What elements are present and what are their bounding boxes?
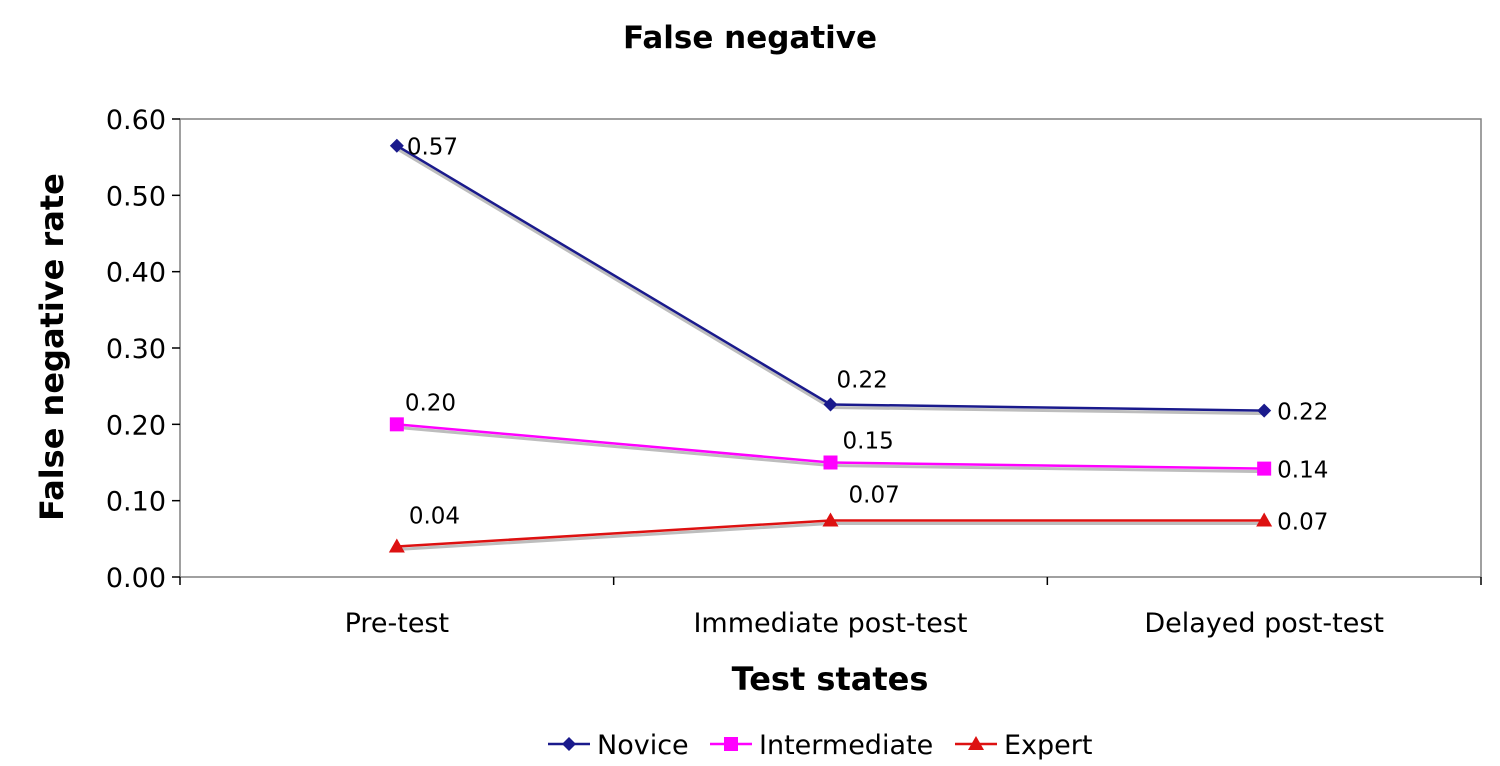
x-tick-label: Delayed post-test xyxy=(1144,608,1384,639)
series-line-shadow xyxy=(396,147,1265,416)
data-label: 0.04 xyxy=(409,503,460,529)
legend-label: Novice xyxy=(597,730,689,761)
data-label: 0.14 xyxy=(1277,458,1328,484)
legend-item-novice: Novice xyxy=(548,730,689,761)
y-tick-label: 0.20 xyxy=(106,410,166,441)
series-novice: 0.57 0.22 0.22 xyxy=(389,135,1328,426)
legend-label: Expert xyxy=(1004,730,1092,761)
y-tick-label: 0.40 xyxy=(106,258,166,289)
data-label: 0.57 xyxy=(407,135,458,161)
y-tick-label: 0.00 xyxy=(106,563,166,594)
y-tick-label: 0.10 xyxy=(106,487,166,518)
series-line xyxy=(396,144,1265,412)
data-point xyxy=(823,397,838,412)
data-label: 0.15 xyxy=(843,429,894,455)
data-point xyxy=(388,538,405,553)
legend-marker xyxy=(724,737,738,751)
data-point xyxy=(822,512,839,527)
data-label: 0.07 xyxy=(1277,510,1328,536)
series-intermediate: 0.20 0.15 0.14 xyxy=(389,390,1328,484)
x-axis-label: Test states xyxy=(732,660,929,698)
legend-label: Intermediate xyxy=(759,730,933,761)
plot-area xyxy=(179,118,1482,578)
data-label: 0.22 xyxy=(837,367,888,393)
y-tick-label: 0.30 xyxy=(106,334,166,365)
x-tick-label: Pre-test xyxy=(345,608,450,639)
data-point xyxy=(389,138,404,153)
legend-item-expert: Expert xyxy=(955,730,1092,761)
data-label: 0.20 xyxy=(405,390,456,416)
y-tick-label: 0.50 xyxy=(106,181,166,212)
data-point xyxy=(823,455,838,470)
x-tick-label: Immediate post-test xyxy=(693,608,967,639)
legend-marker xyxy=(968,736,984,750)
legend-item-intermediate: Intermediate xyxy=(710,730,933,761)
y-axis-label: False negative rate xyxy=(33,173,71,521)
data-point xyxy=(1257,461,1272,476)
legend: Novice Intermediate Expert xyxy=(548,730,1092,761)
data-point xyxy=(389,417,404,432)
data-point xyxy=(1256,512,1273,527)
legend-marker xyxy=(562,737,576,751)
series-expert: 0.04 0.07 0.07 xyxy=(388,483,1328,553)
data-point xyxy=(1257,403,1272,418)
chart-title: False negative xyxy=(623,20,877,56)
data-label: 0.22 xyxy=(1277,400,1328,426)
data-label: 0.07 xyxy=(849,483,900,509)
series-line-shadow xyxy=(396,522,1265,551)
y-tick-label: 0.60 xyxy=(106,105,166,136)
